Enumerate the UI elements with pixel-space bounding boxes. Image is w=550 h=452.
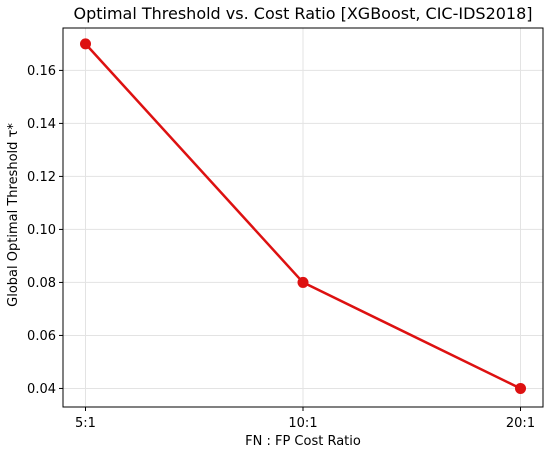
x-tick-label: 5:1 [75,416,96,431]
y-tick-label: 0.10 [27,223,56,238]
y-tick-label: 0.12 [27,170,56,185]
series-line-group [80,38,526,394]
y-tick-label: 0.06 [27,329,56,344]
chart-title: Optimal Threshold vs. Cost Ratio [XGBoos… [73,4,532,23]
y-tick-label: 0.08 [27,276,56,291]
x-tick-label: 10:1 [288,416,317,431]
x-tick-label: 20:1 [506,416,535,431]
data-point [515,382,526,394]
x-axis-label: FN : FP Cost Ratio [245,434,361,449]
y-axis: 0.04 0.06 0.08 0.10 0.12 0.14 0.16 [27,64,63,397]
y-tick-label: 0.14 [27,117,56,132]
x-axis: 5:1 10:1 20:1 [75,407,535,431]
y-tick-label: 0.04 [27,382,56,397]
data-point [297,276,309,288]
y-tick-label: 0.16 [27,64,56,79]
data-point [80,38,91,50]
y-axis-label: Global Optimal Threshold τ* [6,123,21,307]
grid [63,28,543,407]
